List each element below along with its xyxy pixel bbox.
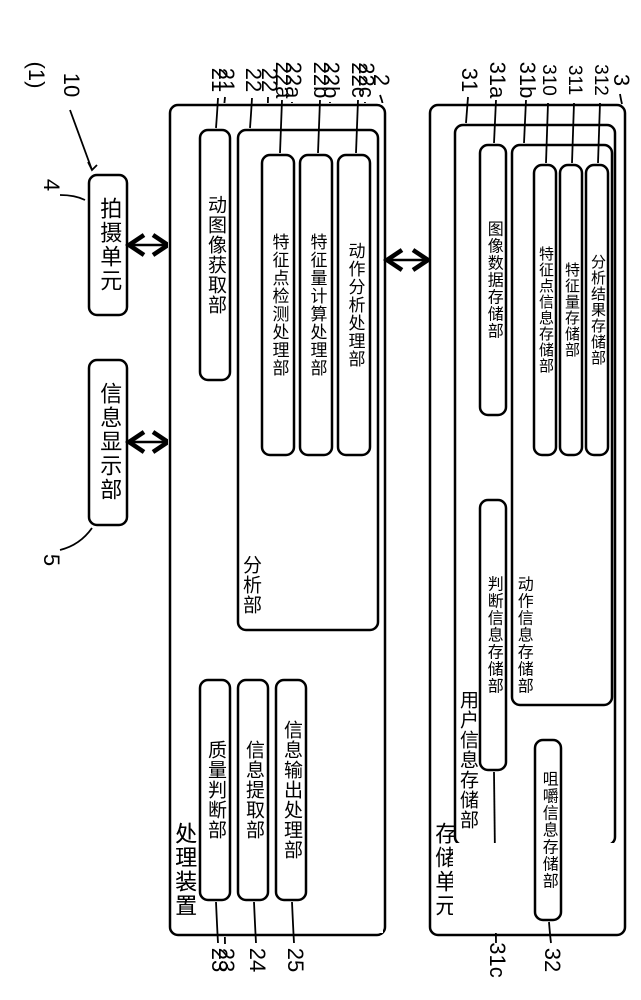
b21lf: 动图像获取部 bbox=[205, 195, 227, 315]
r31: 31 bbox=[457, 68, 482, 92]
r312: 312 bbox=[590, 64, 611, 96]
b24lf: 信息提取部 bbox=[243, 740, 265, 840]
b22blf: 特征量计算处理部 bbox=[308, 233, 328, 377]
pointer-5 bbox=[60, 528, 92, 550]
block-5-label: 信息显示部 bbox=[97, 382, 122, 502]
ref-5: 5 bbox=[39, 554, 64, 566]
label-group1: (1) bbox=[24, 62, 49, 89]
ref-4: 4 bbox=[39, 179, 64, 191]
pointer-4 bbox=[60, 195, 85, 200]
diagram-root: (1) 10 拍摄单元 4 信息显示部 5 处理装置 2 动图像获取部 21 分… bbox=[0, 0, 641, 1000]
r32: 32 bbox=[540, 948, 565, 972]
r31b: 31b bbox=[515, 62, 540, 99]
b22clf: 动作分析处理部 bbox=[346, 242, 366, 368]
ref-10: 10 bbox=[59, 73, 84, 97]
b32l: 咀嚼信息存储部 bbox=[540, 771, 559, 890]
r21: 21 bbox=[207, 68, 232, 92]
r23: 23 bbox=[207, 948, 232, 972]
block-4-label: 拍摄单元 bbox=[97, 197, 122, 293]
r310: 310 bbox=[538, 64, 559, 96]
b31al: 图像数据存储部 bbox=[485, 221, 504, 340]
b311l: 特征量存储部 bbox=[563, 262, 580, 358]
b25lf: 信息输出处理部 bbox=[281, 720, 303, 860]
r22a: 22a bbox=[271, 62, 296, 99]
p3 bbox=[620, 94, 622, 104]
r311: 311 bbox=[564, 65, 585, 95]
r24: 24 bbox=[245, 948, 270, 972]
pointer-10 bbox=[70, 110, 92, 170]
r25: 25 bbox=[283, 948, 308, 972]
u2t5: 处理装置 bbox=[172, 822, 197, 918]
b31l: 用户信息存储部 bbox=[457, 690, 479, 830]
r31c: 31c bbox=[485, 942, 510, 977]
r22b: 22b bbox=[309, 62, 334, 99]
r31a: 31a bbox=[485, 62, 510, 99]
b31cl: 判断信息存储部 bbox=[485, 576, 504, 695]
ref-3: 3 bbox=[609, 74, 634, 86]
b310l: 特征点信息存储部 bbox=[537, 246, 554, 374]
b312l: 分析结果存储部 bbox=[589, 254, 606, 366]
arrowhead-10 bbox=[88, 162, 97, 170]
r22c: 22c bbox=[347, 62, 372, 97]
b22lf: 分析部 bbox=[240, 555, 262, 615]
r22: 22 bbox=[241, 68, 266, 92]
b31bl: 动作信息存储部 bbox=[515, 576, 534, 695]
b23lf: 质量判断部 bbox=[205, 740, 227, 840]
b22alf: 特征点检测处理部 bbox=[270, 233, 290, 377]
